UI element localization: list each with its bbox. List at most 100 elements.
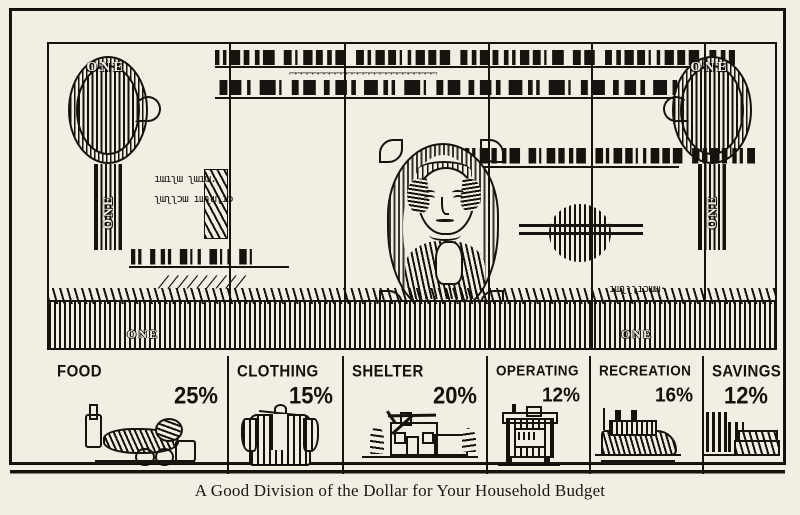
left-scribble-line-3: ▌▍▐▎▌▍▐▌▎▍▐▌▎▍▐▌▎: [131, 249, 258, 265]
left-scribble-line-2: ʅɯʅʅɔɯ ıɯʅɯʅıɔ: [154, 192, 233, 205]
house-wing: [434, 434, 468, 456]
chimney: [400, 412, 412, 426]
left-scroll-curl-icon: [135, 96, 161, 122]
tree-left: [370, 426, 384, 454]
stove-body: [506, 418, 554, 458]
bottom-one-label-left: ONE: [127, 327, 160, 341]
right-scroll-curl-icon: [663, 96, 689, 122]
hanger-hook: [274, 404, 287, 414]
house-body: [390, 422, 438, 456]
bill-banner-hairline: ⌐¬⌐¬⌐¬⌐¬⌐¬⌐¬⌐¬⌐¬⌐¬⌐¬⌐¬⌐¬⌐¬⌐¬⌐¬⌐¬⌐¬⌐¬⌐¬⌐¬…: [289, 71, 437, 76]
shirt-placket: [271, 414, 289, 450]
bread-loaf: [103, 428, 179, 454]
milk-bottle-neck: [89, 404, 98, 420]
banner-rule-bottom: [215, 97, 735, 99]
house-ground-line: [362, 456, 478, 458]
portrait-head: [417, 167, 475, 235]
stove-ground-line: [498, 464, 560, 466]
category-divider-recreation: [589, 356, 591, 474]
washington-portrait: [379, 139, 504, 314]
shirt-icon: [241, 404, 319, 466]
portrait-eye-right: [453, 195, 464, 201]
roof-slope-left: [386, 410, 397, 424]
sea-line-2: [601, 460, 675, 462]
portrait-hair-left: [405, 177, 431, 215]
dollar-bill-illustration: ▌▍█▐▎▌█▍▐▌▎█▐▍▌█▎▐▌▍█▐▌▎▍█▐▌█▎▐▍▌█▐▎▌▍█ ▐…: [47, 42, 777, 350]
portrait-corner-tl-icon: [379, 139, 403, 163]
roof-slope-right: [391, 414, 415, 435]
budget-category-strip: FOOD 25% CLOTHING 15%: [47, 356, 781, 474]
left-scribble-line-1: ıɯıʅɯ ʅɯıɯ.: [154, 172, 216, 185]
category-clothing[interactable]: CLOTHING 15%: [227, 356, 342, 474]
bill-banner-line-2: ▐▌█▎▍▐█▌▎▐▍█▌▐▎█▍▌▐█▎▌▍▐█▌▎▐▍█▌▐▎█▍▌▐█▎▌…: [215, 80, 735, 95]
stove-pot: [526, 406, 542, 417]
right-medallion-vertical-one-label: ONE: [704, 194, 719, 230]
left-medallion-stem: ONE: [94, 164, 122, 250]
seal-bar-upper: [519, 224, 643, 227]
coin-stack-lower: [734, 440, 780, 456]
right-medallion-inner-oval: [680, 65, 744, 155]
right-ornament-medallion: ONE ONE: [663, 52, 753, 250]
category-food[interactable]: FOOD 25%: [47, 356, 227, 474]
onion: [155, 448, 174, 466]
portrait-collar: [405, 241, 485, 299]
ship-funnel-aft: [631, 410, 637, 422]
stove-icon: [498, 404, 560, 466]
caption-divider-rule: [10, 470, 785, 474]
right-medallion-one-label: ONE: [690, 60, 730, 75]
category-divider-clothing: [227, 356, 229, 474]
portrait-cravat: [435, 241, 463, 285]
bank-building-icon: [704, 412, 780, 462]
stove-grate: [518, 432, 538, 440]
category-percent-recreation: 16%: [654, 384, 693, 407]
portrait-mouth: [436, 219, 454, 222]
portrait-eye-left: [424, 195, 435, 201]
category-shelter[interactable]: SHELTER 20%: [342, 356, 486, 474]
house-door: [406, 436, 419, 456]
food-basket-icon: [77, 404, 207, 466]
right-medallion-oval: [672, 56, 752, 164]
sea-line-1: [595, 454, 681, 456]
house-icon: [362, 410, 478, 464]
category-divider-savings: [702, 356, 704, 474]
category-label-shelter: SHELTER: [352, 362, 424, 382]
category-savings[interactable]: SAVINGS 12%: [702, 356, 781, 474]
left-scribble-rule: [129, 266, 289, 268]
ship-mast: [603, 408, 605, 430]
right-scribble-line-2: ʅ˙ ο∂ʇıɔıʅ˛: [597, 306, 659, 319]
left-medallion-vertical-one-label: ONE: [100, 194, 115, 230]
category-label-operating: OPERATING: [496, 362, 579, 379]
portrait-brow-right: [452, 190, 464, 195]
figure-caption: A Good Division of the Dollar for Your H…: [194, 481, 606, 500]
shirt-sleeve-right: [303, 418, 319, 452]
category-percent-food: 25%: [173, 382, 218, 409]
bank-wing: [728, 422, 744, 452]
portrait-chin: [429, 229, 461, 241]
category-recreation[interactable]: RECREATION 16%: [589, 356, 702, 474]
bill-divider-shelter-operating: [488, 44, 490, 348]
portrait-corner-br-icon: [480, 290, 504, 314]
bank-tower: [706, 412, 728, 452]
bill-divider-operating-recreation: [591, 44, 593, 348]
right-scribble-line-1: ıɯʅʅʅıɔɯɯ·: [609, 282, 666, 295]
category-label-clothing: CLOTHING: [237, 362, 319, 382]
shrub-right: [462, 428, 476, 452]
left-medallion-one-label: ONE: [86, 60, 126, 75]
shirt-body: [249, 414, 311, 466]
stove-leg-right: [544, 456, 550, 464]
bill-banner-line-1: ▌▍█▐▎▌█▍▐▌▎█▐▍▌█▎▐▌▍█▐▌▎▍█▐▌█▎▐▍▌█▐▎▌▍█▐…: [215, 50, 735, 65]
category-label-savings: SAVINGS: [712, 362, 782, 382]
category-operating[interactable]: OPERATING 12%: [486, 356, 589, 474]
seal-bar-lower: [519, 232, 643, 235]
coin-stack-upper: [738, 430, 778, 448]
ship-hull: [601, 430, 677, 456]
right-medallion-stem: ONE: [698, 164, 726, 250]
category-divider-operating: [486, 356, 488, 474]
bill-divider-recreation-savings: [704, 44, 706, 348]
portrait-hair-right: [459, 178, 483, 212]
bill-divider-clothing-shelter: [344, 44, 346, 348]
category-label-recreation: RECREATION: [599, 362, 692, 379]
milk-bottle-body: [85, 414, 102, 448]
category-label-food: FOOD: [57, 362, 102, 382]
